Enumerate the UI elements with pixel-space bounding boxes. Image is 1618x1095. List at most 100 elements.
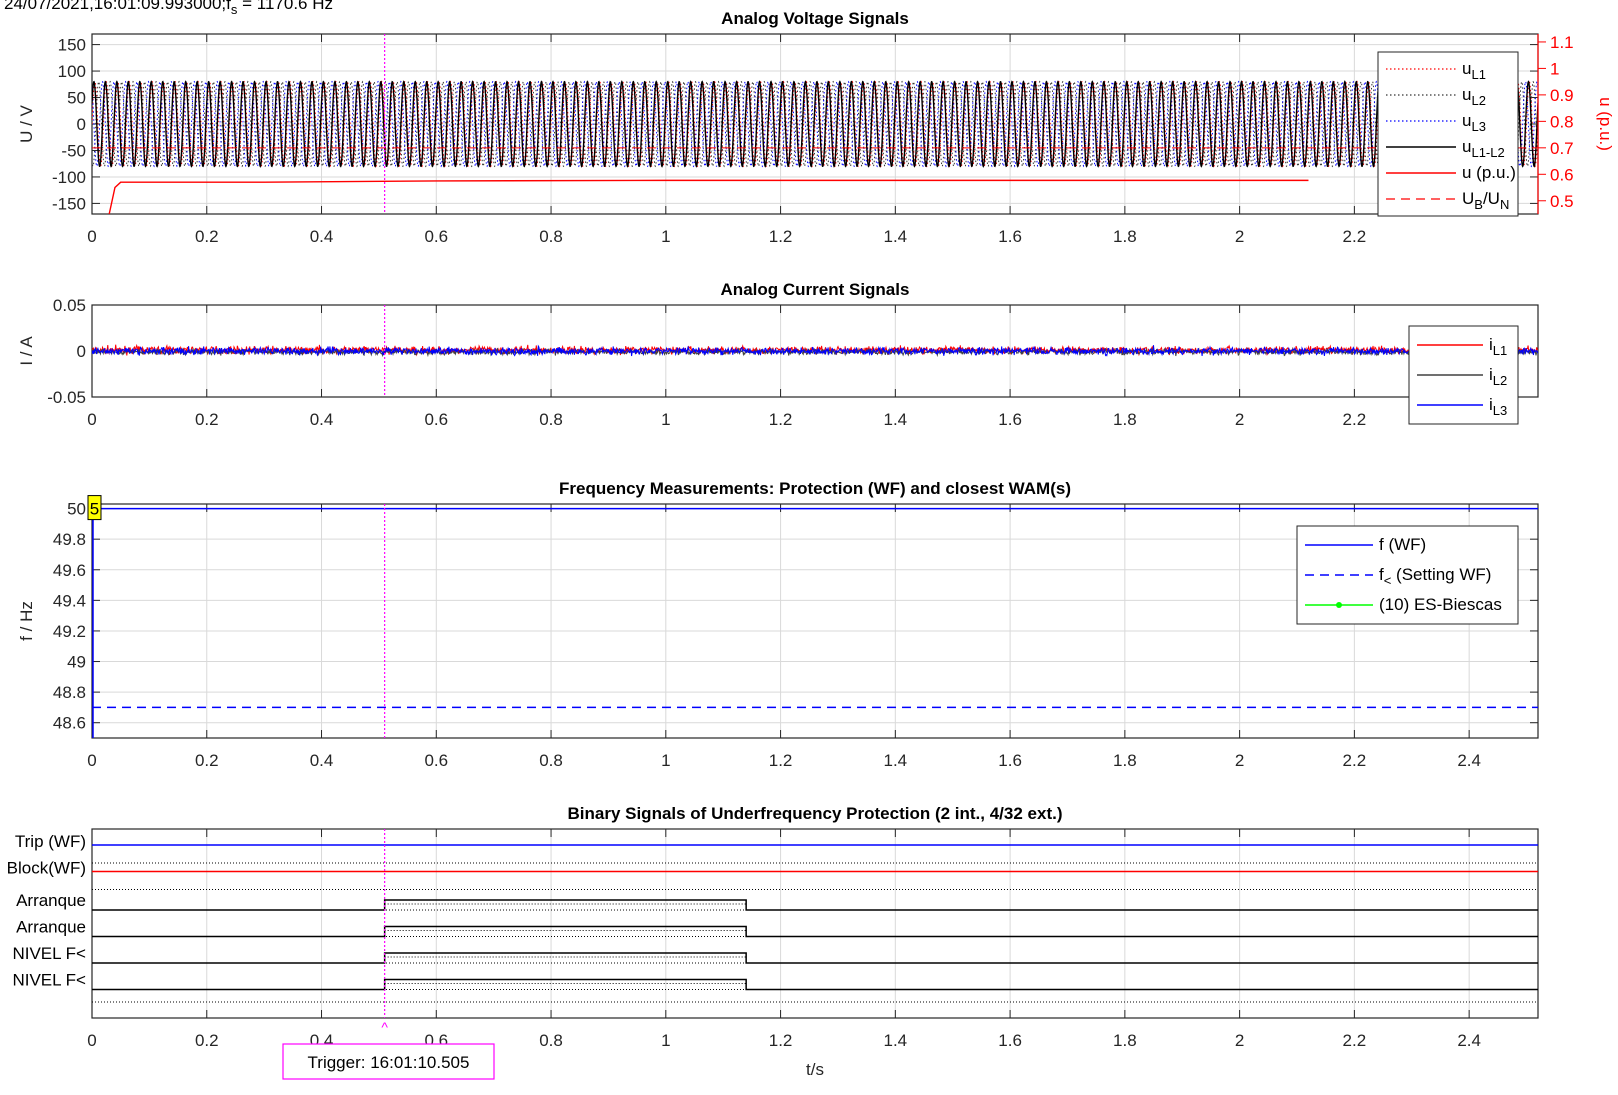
x-tick-label: 1.8: [1113, 227, 1137, 246]
y2-tick-label: 1: [1550, 59, 1559, 78]
legend-label: u (p.u.): [1462, 163, 1516, 182]
axes-box: [91, 503, 1539, 739]
y-tick-label: 100: [58, 62, 86, 81]
x-tick-label: 1.2: [769, 227, 793, 246]
figure-header: 24/07/2021,16:01:09.993000;fs = 1170.6 H…: [4, 0, 333, 17]
y-axis-label: I / A: [17, 336, 36, 366]
x-tick-label: 1.2: [769, 1031, 793, 1050]
y-axis-label: f / Hz: [17, 601, 36, 641]
x-tick-label: 0: [87, 751, 96, 770]
annotation-text: 5: [90, 500, 99, 519]
legend-label: uL2: [1462, 85, 1486, 108]
channel-label: Arranque: [16, 918, 86, 937]
y-tick-label: 49.8: [53, 530, 86, 549]
series-u-l1: [92, 80, 1538, 168]
series-u-l2: [92, 80, 1538, 168]
y-tick-label: 50: [67, 89, 86, 108]
binary-channel: [92, 899, 1538, 911]
x-tick-label: 0.8: [539, 1031, 563, 1050]
y-tick-label: 0: [77, 115, 86, 134]
legend-voltage: uL1 uL2 uL3 uL1-L2 u (p.u.) UB/UN: [1377, 51, 1519, 217]
x-tick-label: 0.2: [195, 227, 219, 246]
trigger-label: Trigger: 16:01:10.505: [308, 1053, 470, 1072]
legend-marker: [1336, 602, 1342, 608]
x-tick-label: 1.4: [884, 1031, 908, 1050]
y-tick-label: 48.8: [53, 683, 86, 702]
x-tick-label: 1.8: [1113, 1031, 1137, 1050]
x-tick-label: 1.6: [998, 227, 1022, 246]
x-tick-label: 2.2: [1343, 227, 1367, 246]
x-tick-label: 0: [87, 410, 96, 429]
axes-box: [91, 828, 1539, 1019]
axes-frequency: 0 0.2 0.4 0.6 0.8 1 1.2 1.4 1.6 1.8 2 2.2 2.4 48.6 48.…: [17, 479, 1539, 770]
y2-axis-label: u (p.u.): [1596, 97, 1615, 151]
y-tick-label: -150: [52, 194, 86, 213]
x-tick-label: 1.4: [884, 410, 908, 429]
x-tick-label: 2.2: [1343, 751, 1367, 770]
legend-label: f< (Setting WF): [1379, 565, 1491, 588]
x-tick-label: 2.4: [1457, 1031, 1481, 1050]
x-tick-label: 0.6: [424, 751, 448, 770]
y-tick-label: 150: [58, 36, 86, 55]
x-tick-label: 2: [1235, 227, 1244, 246]
binary-channel: [92, 925, 1538, 938]
trigger-box: [282, 1043, 495, 1080]
series-u-l1-l2: [92, 80, 1538, 168]
y-tick-label: 50: [67, 500, 86, 519]
y2-tick-label: 0.9: [1550, 86, 1574, 105]
x-tick-label: 1.8: [1113, 751, 1137, 770]
x-tick-label: 0.4: [310, 410, 334, 429]
x-tick-label: 1.4: [884, 227, 908, 246]
legend-label: UB/UN: [1462, 189, 1509, 212]
y2-tick-label: 0.6: [1550, 165, 1574, 184]
x-tick-label: 2.2: [1343, 1031, 1367, 1050]
legend-box: [1296, 525, 1519, 625]
x-tick-label: 1: [661, 1031, 670, 1050]
x-tick-label: 0.2: [195, 751, 219, 770]
legend-label: (10) ES-Biescas: [1379, 595, 1502, 614]
chart-title: Analog Voltage Signals: [721, 9, 909, 28]
legend-label: uL3: [1462, 111, 1486, 134]
channel-label: Trip (WF): [15, 832, 86, 851]
x-tick-label: 0.6: [424, 410, 448, 429]
y-tick-label: 0: [77, 342, 86, 361]
chart-title: Analog Current Signals: [721, 280, 910, 299]
x-tick-label: 2: [1235, 410, 1244, 429]
y-tick-label: 49.4: [53, 591, 86, 610]
x-tick-label: 0: [87, 227, 96, 246]
annotation-marker: 5: [87, 495, 102, 521]
y-tick-label: 0.05: [53, 296, 86, 315]
x-tick-label: 0.4: [310, 227, 334, 246]
axes-binary: 0 0.2 0.4 0.6 0.8 1 1.2 1.4 1.6 1.8 2 2.2 2.4Binary …: [87, 804, 1539, 1050]
chart-title: Frequency Measurements: Protection (WF) …: [559, 479, 1071, 498]
x-tick-label: 0.8: [539, 751, 563, 770]
x-tick-label: 1.6: [998, 751, 1022, 770]
x-tick-label: 2.2: [1343, 410, 1367, 429]
x-tick-label: 0.8: [539, 410, 563, 429]
legend-label: iL3: [1489, 395, 1507, 418]
channel-label: Block(WF): [7, 859, 86, 878]
series-u-p-u-: [108, 179, 1309, 214]
x-tick-label: 1: [661, 227, 670, 246]
x-axis-label: t/s: [806, 1060, 824, 1079]
y-tick-label: -0.05: [47, 388, 86, 407]
y-axis-label: U / V: [17, 104, 36, 142]
x-tick-label: 1.2: [769, 751, 793, 770]
axes-current: 0 0.2 0.4 0.6 0.8 1 1.2 1.4 1.6 1.8 2 2.2-0.0500.05…: [17, 280, 1539, 429]
trigger-label-box: Trigger: 16:01:10.505: [282, 1043, 495, 1080]
channel-label: NIVEL F<: [12, 971, 86, 990]
y-tick-label: 49.6: [53, 561, 86, 580]
channel-label: NIVEL F<: [12, 944, 86, 963]
x-tick-label: 0.6: [424, 227, 448, 246]
chart-title: Binary Signals of Underfrequency Protect…: [567, 804, 1062, 823]
channel-label: Arranque: [16, 891, 86, 910]
x-tick-label: 2: [1235, 751, 1244, 770]
x-tick-label: 0.2: [195, 1031, 219, 1050]
trigger-caret: ^: [381, 1019, 388, 1035]
y-tick-label: 49: [67, 653, 86, 672]
x-tick-label: 1.8: [1113, 410, 1137, 429]
legend-label: iL2: [1489, 365, 1507, 388]
axes-voltage: 0 0.2 0.4 0.6 0.8 1 1.2 1.4 1.6 1.8 2 2.2 -150 -100 -5…: [17, 9, 1539, 246]
x-tick-label: 2: [1235, 1031, 1244, 1050]
